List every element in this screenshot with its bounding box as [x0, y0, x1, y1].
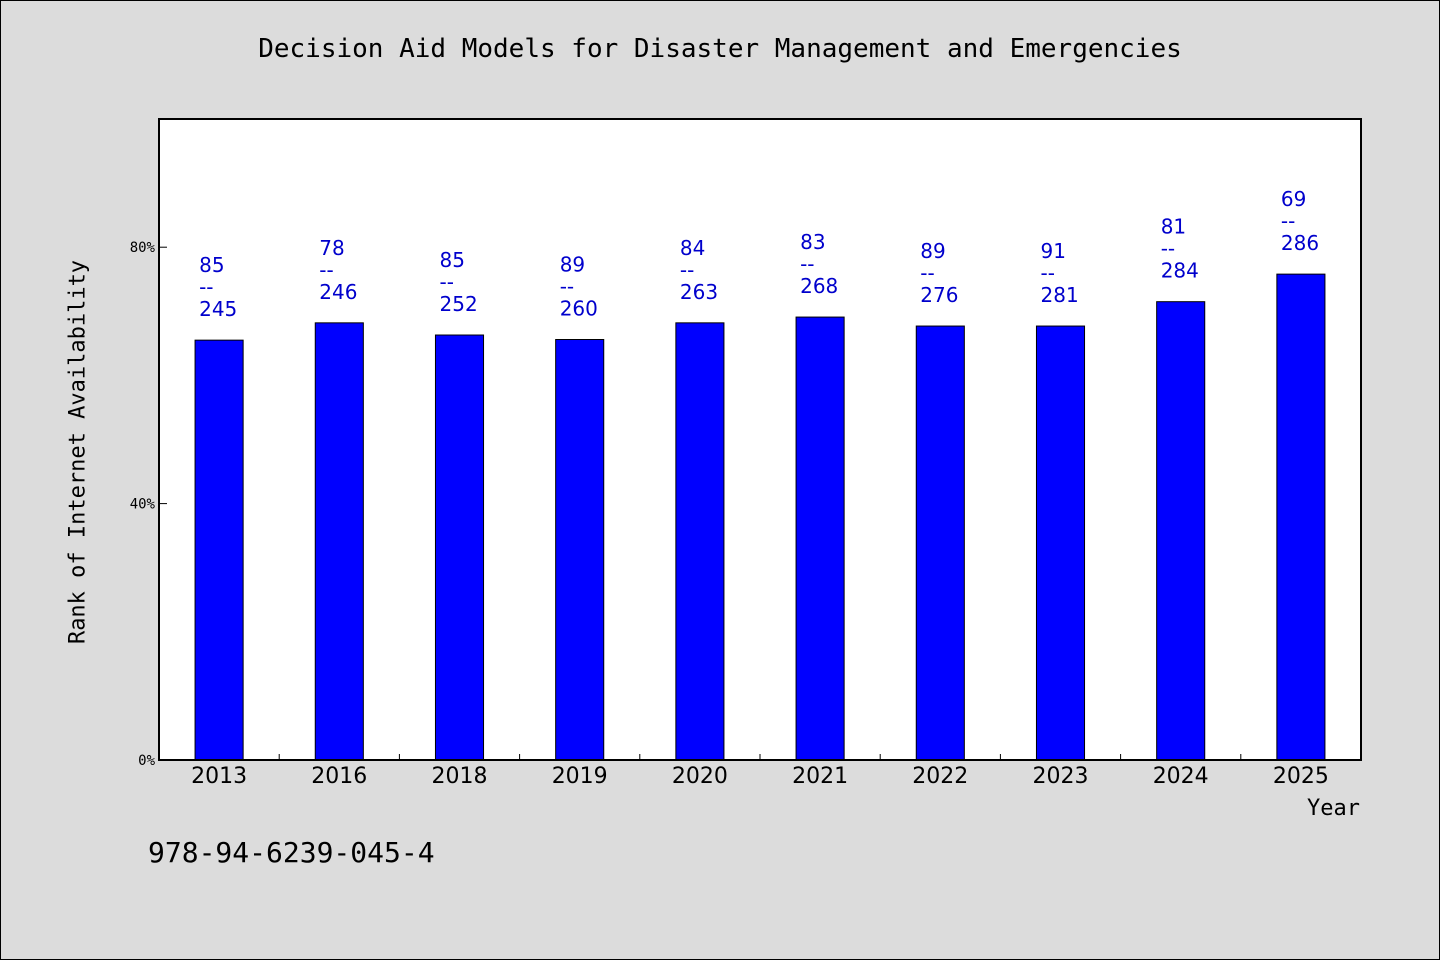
bar-annotation-bottom: 260 [560, 297, 598, 321]
bar-annotation-bottom: 245 [199, 297, 237, 321]
x-tick-label: 2020 [672, 764, 728, 789]
x-axis-label: Year [1307, 796, 1360, 821]
bar-annotation-top: 89 [560, 253, 585, 277]
x-tick-label: 2023 [1033, 764, 1089, 789]
bar-annotation-top: 91 [1041, 239, 1066, 263]
bar-annotation-top: 84 [680, 236, 705, 260]
bar-2016 [314, 322, 364, 761]
bar-2019 [555, 339, 605, 761]
chart-title: Decision Aid Models for Disaster Managem… [258, 34, 1182, 64]
bar-annotation-bottom: 252 [440, 292, 478, 316]
bar-annotation-bottom: 281 [1041, 283, 1079, 307]
bar-2024 [1156, 301, 1206, 761]
bar-2018 [434, 334, 485, 761]
bar-annotation-bottom: 246 [319, 280, 357, 304]
bar-annotation-sep: -- [199, 275, 213, 299]
x-ticks-group: 2013 2016 2018 2019 2020 2021 2022 2023 2024 2025 [191, 754, 1329, 789]
x-tick-label: 2019 [552, 764, 608, 789]
bar-annotation-sep: -- [319, 258, 333, 282]
bar-annotation-sep: -- [1281, 209, 1295, 233]
y-ticks-group: 0% 40% 80% [130, 240, 167, 769]
x-tick-label: 2024 [1153, 764, 1209, 789]
bar-annotation-top: 78 [319, 236, 344, 260]
x-tick-label: 2021 [792, 764, 848, 789]
bar-annotation-top: 83 [800, 230, 825, 254]
x-tick-label: 2016 [311, 764, 367, 789]
annotations-group: 85--24578--24685--25289--26084--26383--2… [199, 187, 1319, 321]
x-tick-label: 2025 [1273, 764, 1329, 789]
y-tick-label: 0% [138, 753, 155, 769]
bar-annotation-sep: -- [680, 258, 694, 282]
bar-annotation-top: 81 [1161, 215, 1186, 239]
bar-annotation-bottom: 268 [800, 274, 838, 298]
bar-annotation-sep: -- [440, 270, 454, 294]
bar-2022 [915, 325, 965, 761]
bar-2013 [194, 339, 244, 761]
bar-annotation-top: 69 [1281, 187, 1306, 211]
x-tick-label: 2013 [191, 764, 247, 789]
bar-2020 [675, 322, 725, 761]
bar-annotation-bottom: 284 [1161, 259, 1199, 283]
bar-annotation-top: 85 [440, 248, 465, 272]
bar-annotation-sep: -- [560, 275, 574, 299]
y-tick-label: 80% [130, 240, 156, 256]
bar-2023 [1035, 325, 1086, 761]
bar-annotation-sep: -- [1041, 261, 1055, 285]
plot-border [158, 118, 1362, 761]
x-tick-label: 2022 [912, 764, 968, 789]
bar-annotation-sep: -- [1161, 237, 1175, 261]
bar-annotation-top: 85 [199, 253, 224, 277]
bar-annotation-bottom: 286 [1281, 231, 1319, 255]
bar-2025 [1276, 273, 1326, 761]
isbn-text: 978-94-6239-045-4 [148, 836, 435, 869]
bar-annotation-bottom: 263 [680, 280, 718, 304]
y-tick-label: 40% [130, 497, 156, 513]
bars-group [194, 273, 1326, 761]
x-tick-label: 2018 [432, 764, 488, 789]
bar-2021 [795, 316, 845, 761]
bar-annotation-sep: -- [920, 261, 934, 285]
bar-annotation-sep: -- [800, 252, 814, 276]
bar-annotation-bottom: 276 [920, 283, 958, 307]
bar-annotation-top: 89 [920, 239, 945, 263]
